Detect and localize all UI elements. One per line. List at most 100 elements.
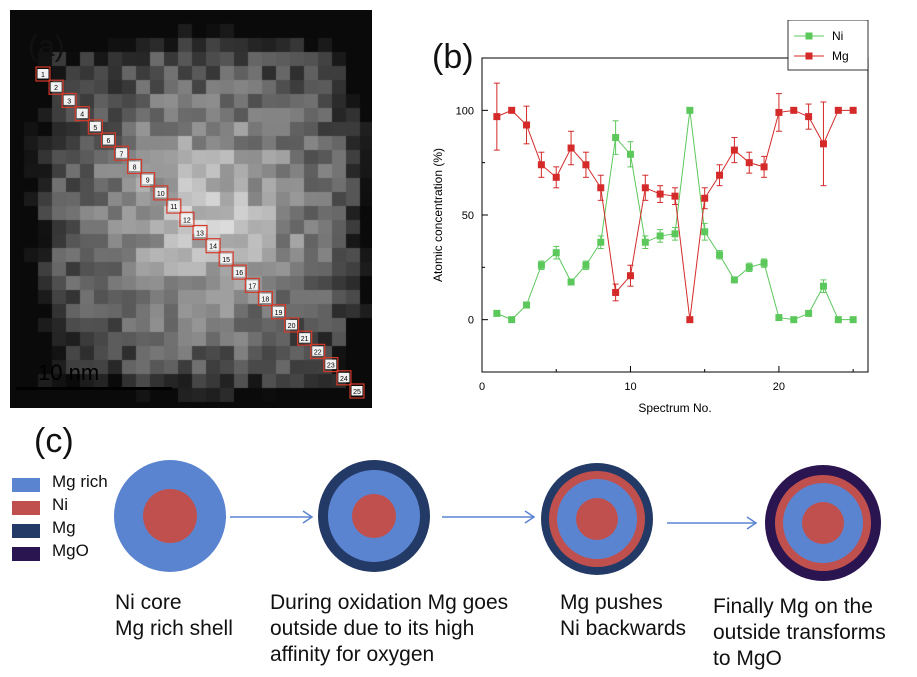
scan-box-label: 16 xyxy=(235,270,243,277)
y-tick-label: 50 xyxy=(462,210,474,222)
data-point-ni xyxy=(686,106,694,114)
scan-box xyxy=(166,198,182,214)
data-point-ni xyxy=(805,309,813,317)
legend-swatch-mg xyxy=(12,524,40,538)
legend-marker-ni xyxy=(805,32,813,40)
stage-4-caption: Finally Mg on the outside transforms to … xyxy=(713,595,886,670)
scan-box xyxy=(87,119,103,135)
schematic-drawing xyxy=(114,460,881,581)
scan-box-label: 18 xyxy=(262,297,270,304)
scan-box-label-bg xyxy=(155,187,167,198)
scan-box-label-bg xyxy=(325,359,337,370)
legend-label-mg: Mg xyxy=(52,518,76,537)
scan-box-label: 20 xyxy=(288,323,296,330)
stage-1-caption: Ni core Mg rich shell xyxy=(115,591,233,640)
legend-label-ni: Ni xyxy=(832,29,843,43)
y-tick-label: 0 xyxy=(468,315,474,327)
stage-2-caption: During oxidation Mg goes outside due to … xyxy=(270,591,509,666)
data-point-mg xyxy=(686,316,694,324)
scan-box-label-bg xyxy=(168,201,180,211)
y-tick-label: 100 xyxy=(456,105,474,117)
scan-box-label-bg xyxy=(312,346,324,356)
scan-box xyxy=(349,383,365,399)
scan-box-label-bg xyxy=(194,227,206,237)
panel-label-a: (a) xyxy=(28,30,65,63)
data-point-ni xyxy=(582,261,590,269)
scan-box-label: 13 xyxy=(196,231,204,238)
stem-image-panel: 1 2 3 4 5 6 7 8 9 10 11 12 13 14 15 16 17 18 19 20 21 22 23 24 2… xyxy=(10,10,372,408)
data-point-ni xyxy=(760,259,768,267)
y-axis-label: Atomic concentration (%) xyxy=(431,148,445,282)
scan-box-label-bg xyxy=(50,82,62,92)
scan-box xyxy=(231,264,247,280)
data-point-ni xyxy=(597,238,605,246)
stage-3-caption: Mg pushes Ni backwards xyxy=(560,591,687,640)
scan-box-label-bg xyxy=(181,214,193,224)
data-point-ni xyxy=(626,150,634,158)
stage-1-layer-2 xyxy=(143,489,197,543)
data-point-mg xyxy=(626,272,634,280)
scan-box-label: 5 xyxy=(93,125,97,132)
scan-box-label: 3 xyxy=(67,98,71,105)
scan-box-label: 7 xyxy=(120,151,124,158)
scan-box-label: 8 xyxy=(133,164,137,171)
legend-swatch-mg-rich xyxy=(12,478,40,492)
legend-label-ni: Ni xyxy=(52,495,69,514)
scan-box xyxy=(310,343,326,359)
data-point-ni xyxy=(508,316,516,324)
data-point-ni xyxy=(716,251,724,259)
legend-swatch-ni xyxy=(12,501,40,515)
data-point-ni xyxy=(730,276,738,284)
data-point-ni xyxy=(493,309,501,317)
data-point-mg xyxy=(523,121,531,129)
data-point-ni xyxy=(745,263,753,271)
panel-label-b: (b) xyxy=(432,38,474,76)
scan-box-label: 22 xyxy=(314,349,322,356)
scan-box xyxy=(100,132,117,148)
scan-box-label-bg xyxy=(220,253,232,264)
data-point-mg xyxy=(819,140,827,148)
scan-box-label: 21 xyxy=(301,336,309,343)
data-point-mg xyxy=(805,113,813,121)
series-line-mg xyxy=(496,109,854,320)
scan-box-label-bg xyxy=(338,372,350,383)
data-point-mg xyxy=(582,161,590,169)
data-point-mg xyxy=(537,161,545,169)
scan-box-label-bg xyxy=(233,267,245,277)
scan-box xyxy=(61,92,77,109)
data-point-mg xyxy=(493,113,501,121)
scan-box-label: 4 xyxy=(80,112,84,119)
legend-swatch-mgo xyxy=(12,547,40,561)
scan-box xyxy=(297,330,313,346)
scan-box-label-bg xyxy=(129,161,141,171)
data-point-ni xyxy=(849,316,857,324)
scan-box-label: 25 xyxy=(353,389,361,396)
scan-box-label: 15 xyxy=(222,257,230,264)
transition-arrow-head xyxy=(302,510,314,524)
scan-box xyxy=(140,172,156,188)
schematic-panel: Mg rich Ni Mg MgO Ni core Mg rich shell … xyxy=(0,420,917,677)
scan-box-label-bg xyxy=(299,333,311,343)
scan-box-label-bg xyxy=(63,95,75,105)
scan-box-label-bg xyxy=(76,108,88,119)
scale-bar-label: 10 nm xyxy=(38,360,100,385)
scan-box-label-bg xyxy=(207,240,219,251)
data-point-mg xyxy=(701,194,709,202)
scan-box-label: 12 xyxy=(183,217,191,224)
data-point-ni xyxy=(834,316,842,324)
scan-box-label-bg xyxy=(102,135,114,145)
data-point-ni xyxy=(790,316,798,324)
data-point-mg xyxy=(730,146,738,154)
data-point-ni xyxy=(612,134,620,142)
scan-box-label: 23 xyxy=(327,363,335,370)
data-point-mg xyxy=(641,184,649,192)
scan-box-label-bg xyxy=(246,280,258,290)
scan-box xyxy=(48,79,64,95)
data-point-mg xyxy=(834,106,842,114)
scan-box xyxy=(270,304,287,320)
scan-box xyxy=(244,277,260,293)
scan-box xyxy=(323,356,339,373)
scan-box-label-bg xyxy=(259,293,271,304)
legend-label-mg-rich: Mg rich xyxy=(52,472,108,491)
data-point-mg xyxy=(567,144,575,152)
